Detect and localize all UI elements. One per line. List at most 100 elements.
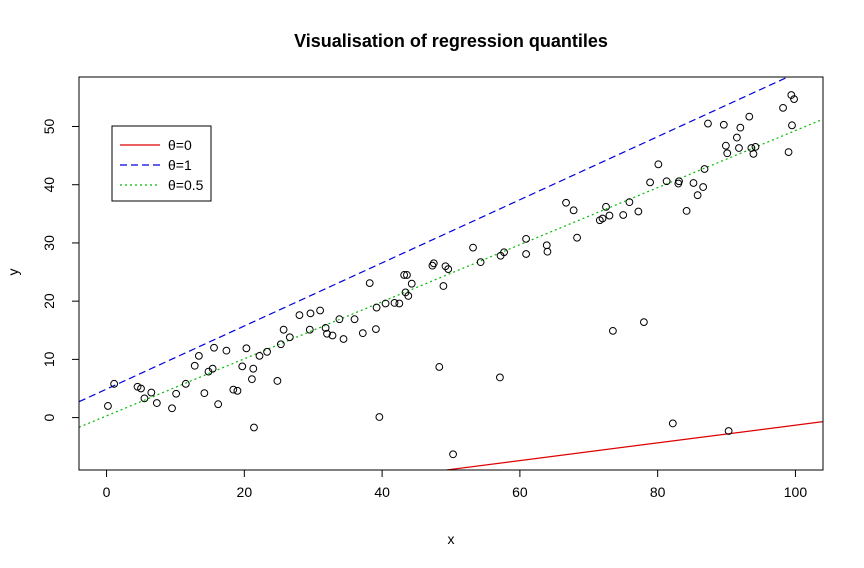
data-point (751, 142, 760, 151)
data-point (625, 198, 634, 207)
data-point (222, 346, 231, 355)
chart-title: Visualisation of regression quantiles (294, 31, 608, 51)
data-point (249, 364, 258, 373)
legend: θ=0 θ=1 θ=0.5 (111, 125, 212, 202)
data-point (608, 326, 617, 335)
data-point (200, 389, 209, 398)
data-point (619, 211, 628, 219)
y-tick-label: 40 (41, 177, 57, 193)
data-point (110, 379, 119, 388)
data-point (168, 404, 176, 413)
data-point (449, 450, 457, 459)
data-point (181, 379, 190, 388)
x-axis-label: x (448, 531, 455, 547)
data-point (395, 299, 404, 308)
data-point (496, 373, 504, 382)
data-point (339, 335, 348, 343)
data-point (365, 279, 374, 288)
legend-label: θ=0 (168, 137, 192, 153)
data-point (276, 340, 285, 349)
data-point (407, 279, 416, 288)
data-point (295, 311, 304, 320)
data-point (400, 271, 409, 279)
y-tick-label: 50 (41, 118, 57, 134)
data-point (335, 315, 344, 324)
data-point (719, 120, 728, 129)
data-point (321, 324, 330, 332)
data-point (152, 399, 161, 407)
data-point (723, 149, 732, 158)
data-point (787, 91, 796, 99)
y-tick-label: 0 (41, 413, 57, 421)
data-point (404, 292, 413, 300)
data-point (749, 149, 758, 158)
data-point (390, 299, 399, 307)
legend-label: θ=1 (168, 157, 192, 173)
data-point (147, 388, 156, 397)
data-point (250, 423, 258, 432)
data-point (704, 119, 712, 128)
data-point (668, 419, 677, 428)
data-point (522, 250, 530, 258)
data-point (639, 318, 648, 327)
data-point (285, 333, 294, 342)
data-point (721, 141, 730, 150)
data-point (305, 325, 314, 334)
data-point (605, 211, 614, 220)
data-point (194, 351, 203, 360)
data-point (790, 95, 798, 104)
data-point (350, 315, 359, 324)
legend-box (111, 125, 212, 202)
quantile-lines (79, 77, 823, 470)
x-tick-label: 0 (103, 484, 111, 500)
data-point (745, 112, 754, 121)
y-tick-label: 10 (41, 351, 57, 367)
y-tick-label: 30 (41, 235, 57, 251)
data-point (788, 121, 796, 130)
data-point (732, 133, 741, 142)
data-point (381, 299, 390, 308)
data-point (248, 375, 256, 384)
x-axis: 0 20 40 60 80 100 (103, 469, 808, 500)
quantile-line-2 (79, 77, 790, 403)
data-point (306, 309, 315, 318)
data-point (439, 282, 448, 290)
data-point (279, 325, 288, 334)
data-point (634, 207, 643, 216)
data-point (654, 160, 663, 169)
data-point (255, 351, 264, 360)
data-point (403, 271, 411, 279)
data-point (429, 259, 438, 268)
data-point (662, 177, 671, 186)
data-point (573, 233, 581, 242)
data-point (693, 191, 702, 200)
data-point (522, 234, 530, 243)
x-tick-label: 100 (784, 484, 808, 500)
data-point (273, 377, 282, 385)
data-point (238, 362, 247, 371)
data-point (675, 177, 683, 186)
data-point (689, 179, 698, 187)
data-point (372, 325, 380, 334)
data-point (435, 363, 444, 371)
x-tick-label: 80 (650, 484, 666, 500)
data-point (476, 258, 485, 267)
data-point (140, 394, 149, 403)
y-axis: 0 10 20 30 40 50 (41, 118, 80, 421)
data-point (233, 386, 242, 395)
data-point (229, 385, 238, 394)
data-point (500, 248, 508, 257)
data-point (598, 214, 607, 223)
y-tick-label: 20 (41, 293, 57, 309)
x-tick-label: 40 (374, 484, 390, 500)
data-point (784, 148, 793, 157)
data-point (172, 389, 181, 398)
data-point (682, 207, 691, 215)
data-point (646, 178, 654, 187)
data-point (562, 198, 570, 207)
data-point (736, 123, 745, 132)
x-tick-label: 20 (237, 484, 253, 500)
data-point (372, 303, 381, 312)
